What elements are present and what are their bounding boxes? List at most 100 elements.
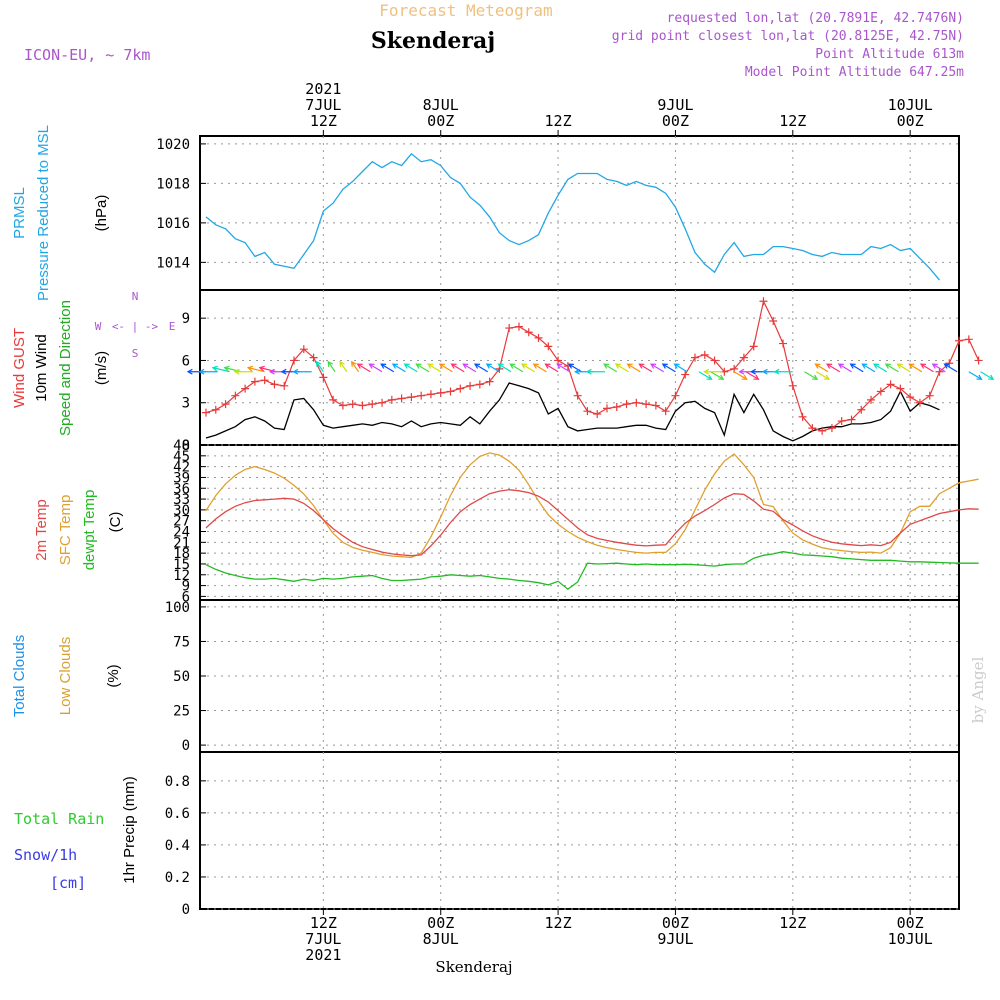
wind-dir-arrow <box>650 363 665 373</box>
gust-marker <box>896 384 905 393</box>
top-time-label: 2021 <box>305 80 341 98</box>
gust-marker <box>211 405 220 414</box>
gust-marker <box>397 394 406 403</box>
wind-dir-arrowhead <box>919 363 927 369</box>
grid-point-coords: grid point closest lon,lat (20.8125E, 42… <box>612 29 964 44</box>
gust-marker <box>241 384 250 393</box>
wind-dir-arrow <box>815 371 830 380</box>
cloud-label-low: Low Clouds <box>57 637 74 715</box>
y-tick-label: 75 <box>173 634 190 650</box>
wind-dir-arrowhead <box>943 363 950 369</box>
gust-marker <box>221 400 230 409</box>
gust-marker <box>202 408 210 417</box>
compass-w: W <box>95 320 102 333</box>
pressure-panel <box>199 135 960 291</box>
gust-marker <box>290 356 299 365</box>
wind-dir-arrow <box>968 371 982 380</box>
gust-marker <box>974 356 983 365</box>
wind-dir-arrowhead <box>931 363 938 369</box>
wind-dir-arrowhead <box>614 363 621 369</box>
wind-dir-arrowhead <box>415 363 422 369</box>
wind-dir-arrow <box>339 361 348 373</box>
wind-dir-arrow <box>920 363 934 373</box>
gust-marker <box>407 393 416 402</box>
wind-dir-arrowhead <box>574 368 580 375</box>
bottom-time-label: 8JUL <box>423 930 459 948</box>
compass-s: S <box>132 347 139 360</box>
gust-marker <box>730 364 739 373</box>
wind-dir-arrowhead <box>258 365 265 372</box>
wind-dir-arrowhead <box>246 365 254 372</box>
gust-marker <box>593 410 602 418</box>
gust-marker <box>681 370 690 379</box>
wind-dir-arrowhead <box>861 363 868 369</box>
pressure-line <box>205 152 941 281</box>
pressure-label-1: PRMSL <box>11 187 28 239</box>
y-tick-label: 39 <box>173 470 190 486</box>
wind-dir-arrowhead <box>391 363 398 369</box>
gust-marker <box>250 377 259 386</box>
gust-marker <box>378 398 387 407</box>
wind-dir-arrow <box>259 367 277 373</box>
pressure-label-2: Pressure Reduced to MSL <box>35 125 52 301</box>
wind-dir-arrow <box>439 363 453 373</box>
wind-dir-arrow <box>568 363 582 373</box>
wind-dir-arrowhead <box>356 363 363 369</box>
wind-dir-arrowhead <box>268 368 275 375</box>
gust-marker <box>446 387 455 396</box>
gust-marker <box>456 384 465 393</box>
gust-marker <box>779 339 788 348</box>
gust-marker <box>554 356 563 365</box>
wind-dir-arrowhead <box>315 360 322 367</box>
wind-dir-arrow <box>451 363 465 373</box>
wind-dir-arrow <box>498 363 512 373</box>
gust-marker <box>426 390 435 399</box>
wind-label-gust: Wind GUST <box>11 328 28 408</box>
grid-lines <box>200 130 959 915</box>
y-tick-label: 100 <box>165 600 190 616</box>
gust-marker <box>788 381 797 390</box>
y-tick-label: 24 <box>173 525 190 541</box>
wind-gust-line <box>205 299 980 432</box>
gust-marker <box>867 395 876 404</box>
y-tick-label: 36 <box>173 481 190 497</box>
wind-dir-arrowhead <box>741 374 748 380</box>
y-tick-label: 15 <box>173 557 190 573</box>
gust-marker <box>475 380 484 389</box>
cloud-unit: (%) <box>105 664 122 687</box>
wind-dir-arrowhead <box>750 368 757 375</box>
gust-marker <box>544 342 553 351</box>
wind-dir-arrowhead <box>706 374 713 380</box>
bottom-time-label: 00Z <box>662 914 689 932</box>
temp-panel <box>199 444 960 601</box>
gust-marker <box>514 322 523 331</box>
wind-dir-arrow <box>545 363 559 373</box>
gust-marker <box>925 391 934 400</box>
gust-marker <box>368 400 377 409</box>
wind-dir-arrow <box>486 363 500 373</box>
gust-marker <box>818 426 827 435</box>
gust-marker <box>651 401 660 410</box>
wind-dir-arrowhead <box>485 363 492 369</box>
y-tick-label: 1016 <box>156 216 190 232</box>
gust-marker <box>299 345 308 354</box>
bottom-time-label: 12Z <box>545 914 572 932</box>
wind-dir-arrowhead <box>738 368 745 375</box>
wind-unit: (m/s) <box>93 351 110 385</box>
wind-dir-arrowhead <box>532 363 539 369</box>
wind-dir-arrow <box>908 363 923 373</box>
wind-dir-arrowhead <box>497 363 504 369</box>
bottom-time-label: 7JUL <box>305 930 341 948</box>
wind-dir-arrowhead <box>438 363 445 369</box>
wind-dir-arrowhead <box>837 363 844 369</box>
wind-dir-arrow <box>944 363 958 373</box>
wind-dir-arrowhead <box>823 374 830 380</box>
gust-marker <box>436 388 445 397</box>
y-tick-label: 33 <box>173 492 190 508</box>
wind-dir-arrow <box>932 363 946 373</box>
gust-marker <box>358 401 367 410</box>
gust-marker <box>691 353 699 362</box>
wind-dir-arrowhead <box>327 360 333 367</box>
gust-marker <box>466 381 475 390</box>
